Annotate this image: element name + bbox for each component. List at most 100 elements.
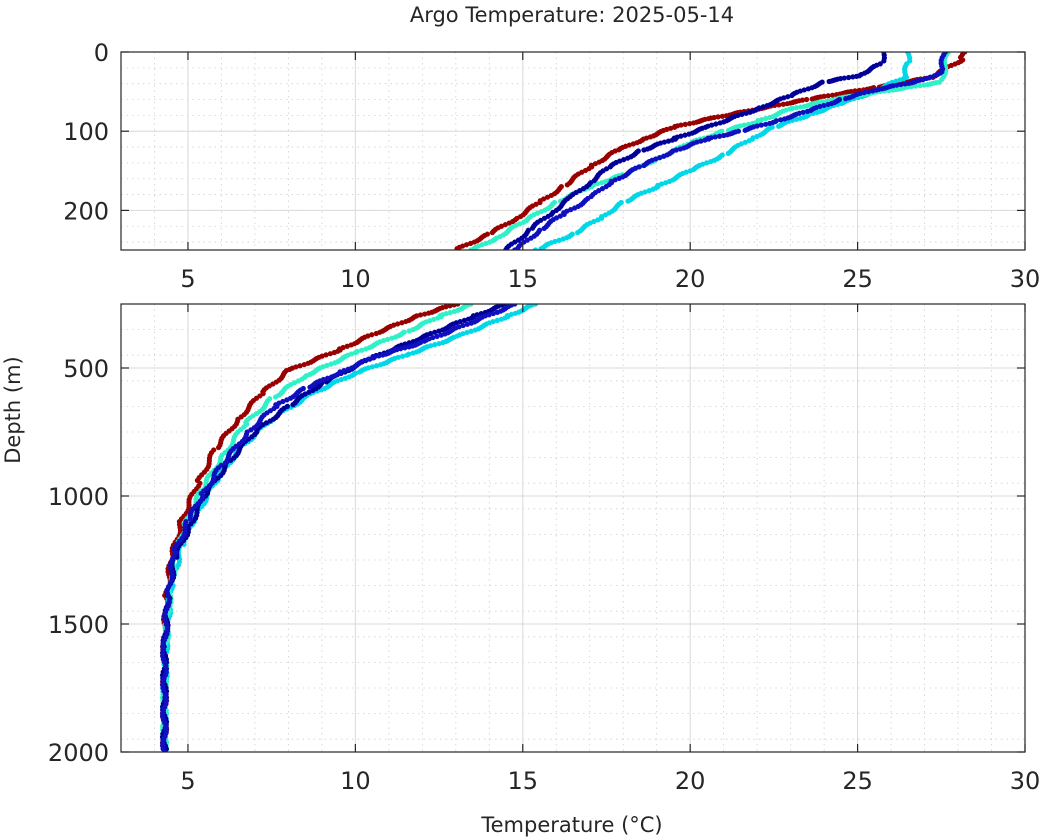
data-point	[821, 102, 827, 109]
data-point	[378, 362, 384, 368]
data-point	[297, 363, 303, 369]
data-point	[931, 73, 938, 79]
data-point	[717, 120, 723, 126]
data-point	[465, 316, 471, 322]
data-point	[432, 329, 438, 335]
data-point	[380, 352, 386, 358]
data-point	[422, 311, 428, 317]
data-point	[646, 188, 652, 194]
data-point	[406, 344, 412, 350]
data-point	[345, 366, 351, 372]
data-point	[902, 81, 908, 87]
data-point	[741, 122, 747, 128]
data-point	[672, 124, 678, 130]
data-point	[917, 82, 923, 89]
y-tick-label: 500	[63, 355, 109, 383]
upper-panel: 5 10 15 20 25 30 0 100 200	[63, 39, 1040, 293]
data-point	[324, 375, 331, 381]
data-point	[708, 158, 714, 165]
data-point	[468, 247, 474, 250]
data-point	[657, 155, 663, 161]
y-axis-label: Depth (m)	[1, 356, 25, 463]
data-point	[521, 219, 527, 225]
data-point	[782, 116, 788, 122]
data-point	[686, 121, 693, 127]
data-point	[686, 131, 692, 137]
data-point	[572, 205, 578, 211]
data-point	[723, 113, 729, 119]
y-tick-label: 0	[94, 39, 109, 67]
data-point	[529, 225, 536, 231]
data-point	[743, 110, 749, 116]
data-point	[399, 320, 405, 326]
data-point	[373, 330, 379, 337]
data-point	[763, 115, 769, 122]
data-point	[725, 150, 731, 156]
data-point	[913, 83, 919, 89]
data-point	[690, 120, 697, 126]
data-point	[625, 198, 631, 204]
data-point	[301, 361, 307, 368]
data-point	[845, 74, 852, 81]
data-point	[369, 364, 375, 370]
x-tick-label: 25	[842, 265, 873, 293]
data-point	[434, 333, 440, 339]
data-point	[668, 125, 674, 131]
data-point	[404, 352, 410, 358]
data-point	[532, 247, 539, 250]
data-point	[436, 328, 442, 334]
y-tick-label: 200	[63, 197, 109, 225]
data-point	[410, 350, 416, 356]
data-point	[541, 225, 547, 232]
data-point	[843, 96, 849, 102]
x-tick-label: 15	[508, 767, 539, 795]
data-point	[829, 92, 836, 98]
x-tick-label: 30	[1010, 767, 1041, 795]
x-tick-label: 20	[675, 265, 706, 293]
data-point	[356, 369, 363, 375]
data-point	[455, 247, 461, 250]
data-point	[363, 346, 369, 352]
data-point	[595, 217, 601, 223]
data-point	[506, 220, 512, 226]
data-point	[373, 363, 380, 369]
data-point	[798, 104, 804, 110]
data-point	[767, 120, 773, 127]
data-point	[599, 180, 605, 186]
data-point	[290, 402, 296, 408]
x-tick-label: 25	[842, 767, 873, 795]
data-point	[341, 367, 347, 374]
data-point	[641, 147, 647, 153]
data-point	[592, 161, 599, 167]
data-point	[602, 212, 609, 218]
data-point	[760, 104, 766, 110]
data-point	[747, 109, 753, 115]
data-point	[447, 304, 453, 309]
y-tick-label: 1000	[48, 483, 109, 511]
data-point	[468, 240, 474, 246]
data-point	[702, 137, 708, 143]
data-point	[376, 353, 382, 359]
data-point	[713, 121, 719, 127]
data-point	[663, 180, 669, 186]
data-point	[460, 322, 466, 329]
data-point	[630, 141, 636, 147]
data-point	[804, 108, 811, 114]
data-point	[805, 86, 811, 92]
data-point	[556, 237, 562, 243]
data-point	[927, 74, 934, 80]
data-point	[716, 133, 723, 139]
data-point	[898, 81, 904, 88]
data-point	[719, 113, 725, 119]
data-point	[327, 351, 333, 357]
data-point	[789, 92, 795, 99]
data-point	[839, 100, 845, 107]
data-point	[457, 318, 463, 325]
data-point	[625, 155, 631, 161]
x-tick-label: 5	[180, 767, 195, 795]
chart-title: Argo Temperature: 2025-05-14	[410, 3, 734, 27]
data-point	[804, 96, 810, 103]
data-point	[468, 328, 474, 334]
